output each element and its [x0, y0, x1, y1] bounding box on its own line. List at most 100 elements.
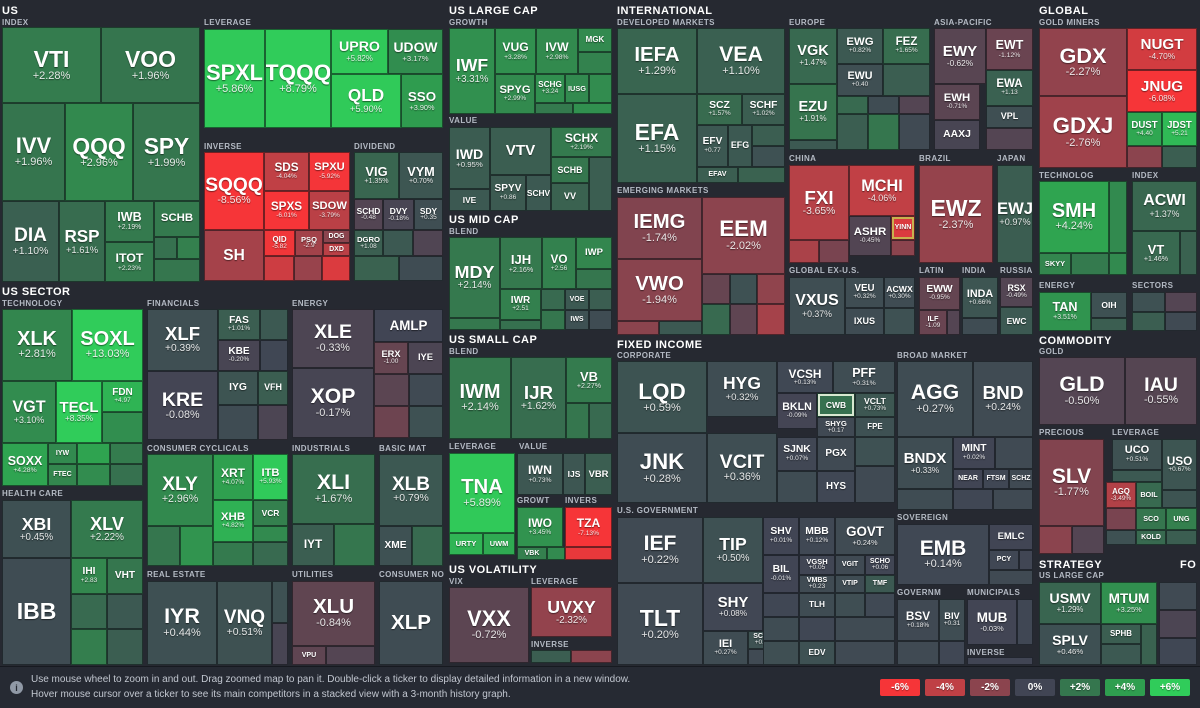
tile-spy[interactable]: SPY +1.99%: [133, 103, 200, 201]
tile-filler[interactable]: [993, 489, 1033, 510]
tile-filler[interactable]: [730, 304, 757, 335]
tile-filler[interactable]: [409, 406, 443, 438]
tile-iyw[interactable]: IYW: [48, 443, 77, 464]
tile-spxs[interactable]: SPXS -6.01%: [264, 191, 309, 230]
tile-mtum[interactable]: MTUM +3.25%: [1101, 582, 1157, 624]
tile-scho[interactable]: SCHO +0.06: [865, 555, 895, 575]
tile-iwp[interactable]: IWP: [576, 237, 612, 269]
tile-boil[interactable]: BOIL: [1136, 482, 1162, 508]
tile-biv[interactable]: BIV +0.31: [939, 599, 965, 641]
tile-vea[interactable]: VEA +1.10%: [697, 28, 785, 94]
tile-schb[interactable]: SCHB: [551, 157, 589, 183]
tile-vgit[interactable]: VGIT: [835, 555, 865, 575]
tile-filler[interactable]: [1166, 530, 1197, 545]
tile-lqd[interactable]: LQD +0.59%: [617, 361, 707, 433]
tile-filler[interactable]: [868, 96, 899, 114]
tile-sds[interactable]: SDS -4.04%: [264, 152, 309, 191]
tile-filler[interactable]: [789, 240, 819, 263]
tile-iyg[interactable]: IYG: [218, 371, 258, 405]
tile-yinn[interactable]: YINN: [891, 216, 915, 240]
tile-mbb[interactable]: MBB +0.12%: [799, 517, 835, 555]
tile-filler[interactable]: [865, 593, 895, 617]
tile-ftec[interactable]: FTEC: [48, 464, 77, 486]
tile-iye[interactable]: IYE: [408, 342, 443, 374]
tile-ewj[interactable]: EWJ +0.97%: [997, 165, 1033, 263]
tile-filler[interactable]: [962, 318, 998, 335]
tile-filler[interactable]: [1180, 231, 1197, 275]
tile-sso[interactable]: SSO +3.90%: [401, 74, 443, 128]
tile-vpl[interactable]: VPL: [986, 106, 1033, 128]
tile-gld[interactable]: GLD -0.50%: [1039, 357, 1125, 425]
tile-filler[interactable]: [1159, 638, 1197, 665]
tile-vt[interactable]: VT +1.46%: [1132, 231, 1180, 275]
tile-ewy[interactable]: EWY -0.62%: [934, 28, 986, 84]
tile-kbe[interactable]: KBE -0.20%: [218, 340, 260, 371]
tile-filler[interactable]: [272, 623, 288, 665]
tile-ewt[interactable]: EWT -1.12%: [986, 28, 1033, 70]
tile-filler[interactable]: [899, 114, 930, 150]
tile-vv[interactable]: VV: [551, 183, 589, 211]
tile-filler[interactable]: [218, 405, 258, 440]
tile-ijh[interactable]: IJH +2.16%: [500, 237, 542, 289]
tile-iemg[interactable]: IEMG -1.74%: [617, 197, 702, 259]
tile-filler[interactable]: [177, 237, 200, 259]
tile-vbk[interactable]: VBK: [517, 547, 547, 560]
tile-eww[interactable]: EWW -0.95%: [919, 277, 960, 310]
tile-smh[interactable]: SMH +4.24%: [1039, 181, 1109, 253]
tile-iwb[interactable]: IWB +2.19%: [105, 201, 154, 242]
tile-jnug[interactable]: JNUG -6.08%: [1127, 70, 1197, 112]
tile-filler[interactable]: [102, 412, 143, 443]
tile-acwi[interactable]: ACWI +1.37%: [1132, 181, 1197, 231]
tile-qid[interactable]: QID -5.82: [264, 230, 295, 256]
tile-itb[interactable]: ITB +5.93%: [253, 454, 288, 500]
tile-xlk[interactable]: XLK +2.81%: [2, 309, 72, 381]
tile-filler[interactable]: [855, 466, 895, 503]
tile-bkln[interactable]: BKLN -0.09%: [777, 393, 817, 429]
tile-filler[interactable]: [1165, 312, 1197, 331]
tile-uso[interactable]: USO +0.67%: [1162, 439, 1197, 490]
tile-filler[interactable]: [868, 114, 899, 150]
tile-filler[interactable]: [953, 489, 993, 510]
tile-uwm[interactable]: UWM: [483, 533, 515, 555]
tile-filler[interactable]: [110, 464, 143, 486]
tile-filler[interactable]: [409, 374, 443, 406]
tile-filler[interactable]: [412, 526, 443, 566]
tile-edv[interactable]: EDV: [799, 641, 835, 665]
tile-filler[interactable]: [322, 256, 350, 281]
tile-schf[interactable]: SCHF +1.02%: [742, 94, 785, 125]
tile-mint[interactable]: MINT +0.02%: [953, 437, 995, 469]
tile-filler[interactable]: [326, 646, 375, 665]
tile-shy[interactable]: SHY +0.08%: [703, 583, 763, 631]
tile-sdow[interactable]: SDOW -3.79%: [309, 191, 350, 230]
tile-filler[interactable]: [989, 570, 1033, 585]
tile-filler[interactable]: [77, 443, 110, 464]
tile-vug[interactable]: VUG +3.28%: [495, 28, 536, 74]
tile-voo[interactable]: VOO +1.96%: [101, 27, 200, 103]
tile-pff[interactable]: PFF +0.31%: [833, 361, 895, 393]
tile-tecl[interactable]: TECL +8.35%: [56, 381, 102, 443]
tile-vtv[interactable]: VTV: [490, 127, 551, 175]
tile-filler[interactable]: [702, 304, 730, 335]
tile-filler[interactable]: [413, 230, 443, 256]
tile-filler[interactable]: [294, 256, 322, 281]
tile-filler[interactable]: [264, 256, 294, 281]
tile-near[interactable]: NEAR: [953, 469, 983, 489]
tile-bndx[interactable]: BNDX +0.33%: [897, 437, 953, 489]
tile-filler[interactable]: [1109, 253, 1127, 275]
tile-filler[interactable]: [77, 464, 110, 486]
tile-slv[interactable]: SLV -1.77%: [1039, 439, 1104, 526]
tile-dog[interactable]: DOG: [323, 230, 350, 243]
tile-filler[interactable]: [258, 405, 288, 440]
tile-filler[interactable]: [541, 310, 565, 330]
tile-pcy[interactable]: PCY: [989, 550, 1019, 570]
tile-filler[interactable]: [883, 64, 930, 96]
tile-filler[interactable]: [819, 240, 849, 263]
tile-sco[interactable]: SCO: [1136, 508, 1166, 530]
tile-agg[interactable]: AGG +0.27%: [897, 361, 973, 437]
tile-filler[interactable]: [1017, 599, 1033, 645]
tile-filler[interactable]: [757, 274, 785, 304]
tile-filler[interactable]: [1112, 470, 1162, 482]
tile-iws[interactable]: IWS: [565, 310, 589, 330]
tile-iei[interactable]: IEI +0.27%: [703, 631, 748, 665]
tile-filler[interactable]: [589, 310, 612, 330]
